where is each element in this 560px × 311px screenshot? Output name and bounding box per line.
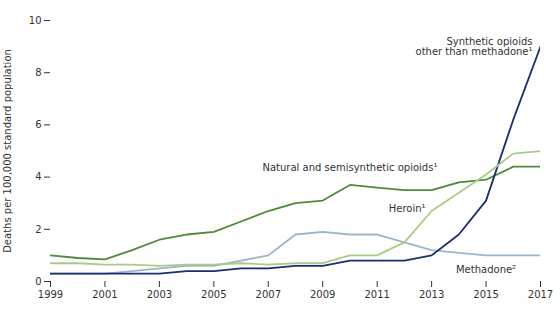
- svg-text:Synthetic opioidsother than me: Synthetic opioidsother than methadone¹: [416, 36, 533, 57]
- svg-text:0: 0: [35, 276, 41, 287]
- svg-text:2007: 2007: [256, 289, 281, 300]
- svg-text:Heroin¹: Heroin¹: [389, 203, 426, 214]
- svg-text:8: 8: [35, 67, 41, 78]
- svg-text:10: 10: [29, 15, 42, 26]
- svg-text:2017: 2017: [528, 289, 553, 300]
- svg-text:2011: 2011: [364, 289, 389, 300]
- svg-text:2003: 2003: [147, 289, 172, 300]
- svg-text:2013: 2013: [419, 289, 444, 300]
- svg-text:4: 4: [35, 171, 41, 182]
- svg-text:2009: 2009: [310, 289, 335, 300]
- svg-text:Methadone²: Methadone²: [456, 264, 516, 275]
- svg-text:2001: 2001: [92, 289, 117, 300]
- svg-text:2015: 2015: [473, 289, 498, 300]
- svg-text:Natural and semisynthetic opio: Natural and semisynthetic opioids¹: [262, 162, 437, 173]
- svg-text:2005: 2005: [201, 289, 226, 300]
- svg-text:6: 6: [35, 119, 41, 130]
- svg-text:1999: 1999: [38, 289, 63, 300]
- svg-text:Deaths per 100,000 standard po: Deaths per 100,000 standard population: [2, 49, 13, 253]
- svg-text:2: 2: [35, 224, 41, 235]
